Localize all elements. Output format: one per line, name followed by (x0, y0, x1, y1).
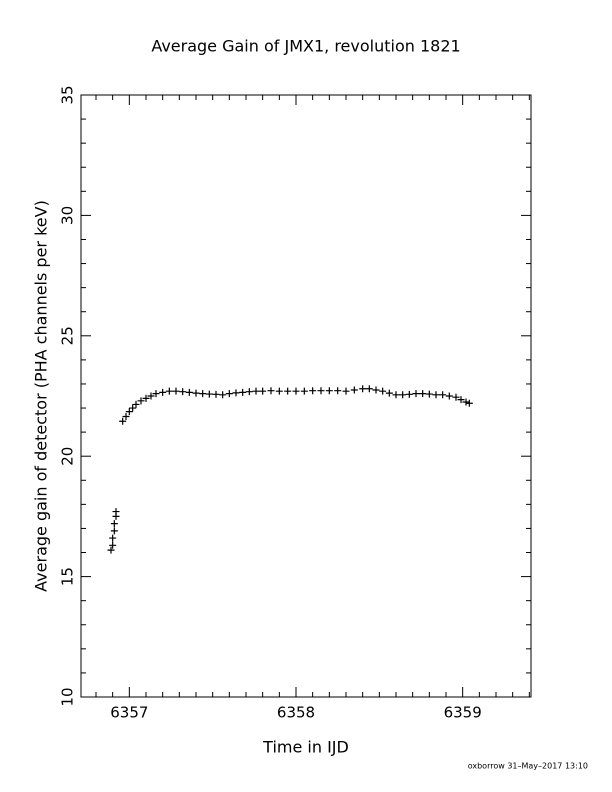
data-point (239, 388, 247, 396)
data-point (109, 541, 117, 549)
x-tick-label: 6357 (110, 704, 148, 722)
data-point (317, 387, 325, 395)
data-point (132, 400, 140, 408)
data-point (379, 387, 387, 395)
data-point (359, 385, 367, 393)
data-point (399, 391, 407, 399)
data-point (112, 508, 120, 516)
data-point (372, 386, 380, 394)
x-axis-label: Time in IJD (262, 738, 349, 757)
data-point (147, 392, 155, 400)
data-point (392, 391, 400, 399)
data-point (165, 387, 173, 395)
data-point (125, 408, 133, 416)
data-point (292, 387, 300, 395)
data-point (284, 387, 292, 395)
data-point (199, 390, 207, 398)
x-tick-label: 6358 (277, 704, 315, 722)
data-point (300, 387, 308, 395)
data-point (225, 390, 233, 398)
data-point (385, 389, 393, 397)
data-point (179, 388, 187, 396)
data-point (267, 387, 275, 395)
data-point (152, 390, 160, 398)
data-point (425, 390, 433, 398)
data-point (325, 387, 333, 395)
data-point (405, 390, 413, 398)
y-tick-label: 20 (59, 447, 77, 466)
data-point (185, 388, 193, 396)
data-point (212, 390, 220, 398)
data-point (205, 390, 213, 398)
data-point (445, 392, 453, 400)
y-tick-label: 15 (59, 567, 77, 586)
data-point (219, 391, 227, 399)
data-point (439, 391, 447, 399)
data-point (350, 386, 358, 394)
data-point (334, 387, 342, 395)
data-point (129, 404, 137, 412)
footer: oxborrow 31–May–2017 13:10 (468, 762, 588, 771)
data-point (259, 387, 267, 395)
data-point (252, 387, 260, 395)
data-point (465, 399, 473, 407)
chart-title: Average Gain of JMX1, revolution 1821 (151, 37, 460, 56)
data-point (245, 388, 253, 396)
data-point (159, 388, 167, 396)
data-point (107, 546, 115, 554)
data-point (462, 398, 470, 406)
y-tick-label: 30 (59, 206, 77, 225)
data-point (457, 396, 465, 404)
plot-frame (80, 94, 532, 698)
y-tick-label: 10 (59, 687, 77, 706)
data-point (122, 412, 130, 420)
data-point (109, 534, 117, 542)
data-point (412, 390, 420, 398)
data-point (142, 394, 150, 402)
data-point (110, 520, 118, 528)
data-point (119, 417, 127, 425)
x-tick-label: 6359 (444, 704, 482, 722)
data-point (192, 389, 200, 397)
y-tick-label: 35 (59, 85, 77, 104)
data-point (110, 527, 118, 535)
data-point (275, 387, 283, 395)
data-point (137, 397, 145, 405)
y-axis-label: Average gain of detector (PHA channels p… (32, 200, 51, 592)
data-point (452, 393, 460, 401)
data-point (342, 387, 350, 395)
data-point (309, 387, 317, 395)
data-point (232, 389, 240, 397)
data-point (419, 390, 427, 398)
data-point (172, 387, 180, 395)
data-point (432, 391, 440, 399)
y-tick-label: 25 (59, 326, 77, 345)
data-point (365, 385, 373, 393)
